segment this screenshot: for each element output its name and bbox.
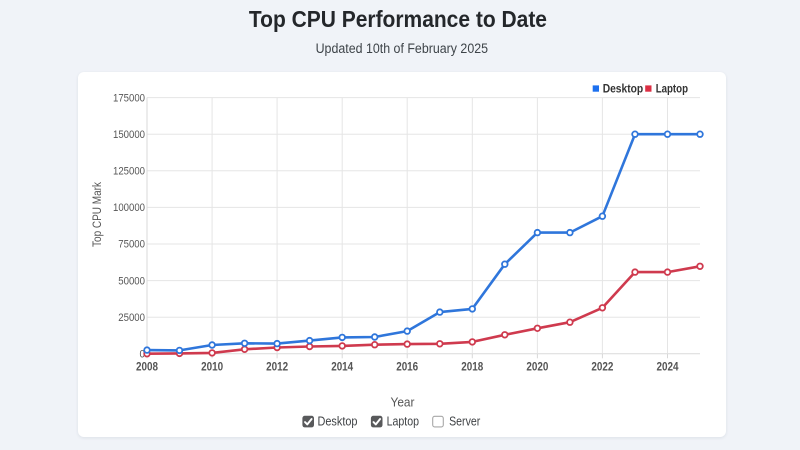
- svg-text:75000: 75000: [118, 239, 145, 251]
- svg-text:125000: 125000: [113, 166, 145, 178]
- svg-text:Server: Server: [449, 414, 481, 429]
- svg-text:Desktop: Desktop: [318, 414, 358, 429]
- svg-text:25000: 25000: [118, 312, 145, 324]
- svg-text:2012: 2012: [266, 361, 288, 374]
- svg-text:2008: 2008: [136, 361, 158, 374]
- svg-text:150000: 150000: [113, 129, 145, 141]
- svg-text:Desktop: Desktop: [603, 82, 644, 96]
- svg-text:2024: 2024: [657, 361, 679, 374]
- svg-text:2016: 2016: [396, 361, 418, 374]
- svg-text:0: 0: [140, 349, 146, 361]
- svg-text:2022: 2022: [591, 361, 613, 374]
- svg-text:Laptop: Laptop: [387, 414, 419, 429]
- svg-text:Year: Year: [391, 396, 415, 410]
- svg-text:2010: 2010: [201, 361, 223, 374]
- svg-text:2014: 2014: [331, 361, 353, 374]
- svg-text:100000: 100000: [113, 202, 145, 214]
- svg-text:Top CPU Mark: Top CPU Mark: [90, 181, 104, 247]
- svg-text:50000: 50000: [118, 275, 145, 287]
- svg-text:2020: 2020: [526, 361, 548, 374]
- svg-text:Laptop: Laptop: [656, 82, 688, 96]
- svg-text:175000: 175000: [113, 92, 145, 104]
- svg-text:2018: 2018: [461, 361, 483, 374]
